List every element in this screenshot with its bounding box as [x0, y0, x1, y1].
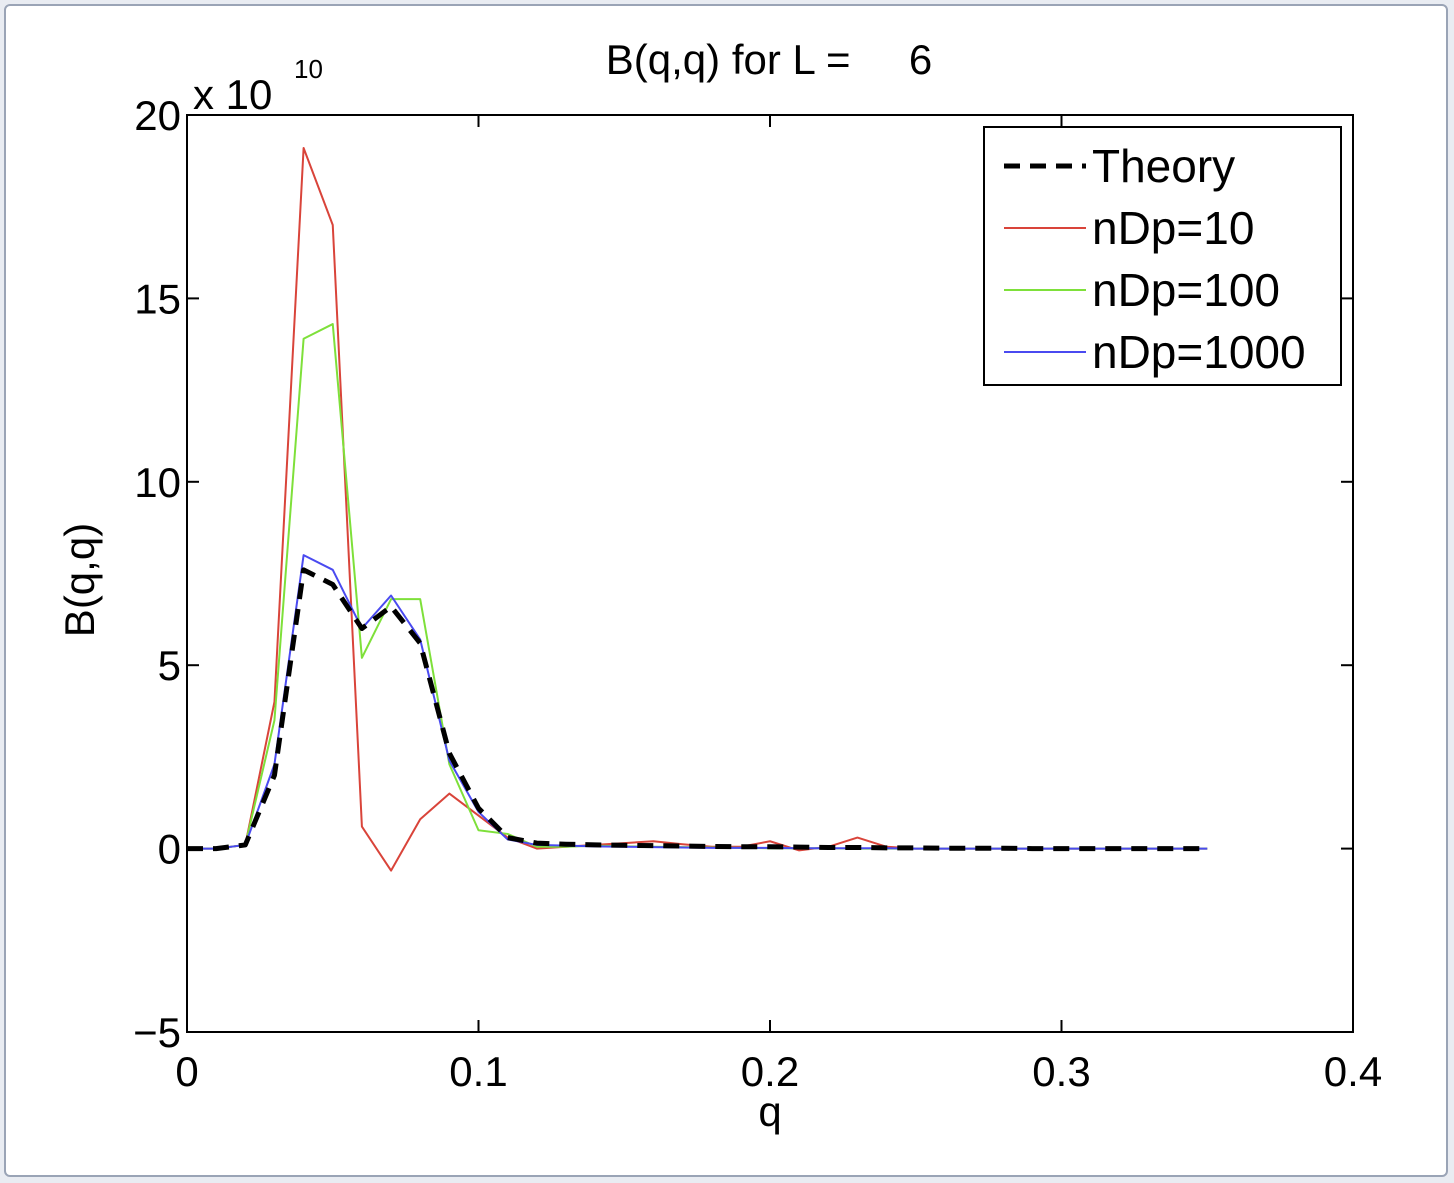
legend: Theory nDp=10 nDp=100 nDp=1000	[983, 126, 1342, 386]
x-tick-label: 0.4	[1324, 1048, 1382, 1095]
y-tick-label: 10	[134, 459, 181, 506]
legend-label: Theory	[1092, 140, 1235, 192]
series-lines	[187, 147, 1208, 872]
x-tick-label: 0	[175, 1048, 198, 1095]
series-line-theory	[187, 567, 1208, 852]
y-tick-label: −5	[133, 1009, 181, 1056]
x-tick-label: 0.3	[1032, 1048, 1090, 1095]
x-tick-label: 0.2	[741, 1048, 799, 1095]
y-tick-label: 15	[134, 275, 181, 322]
x-tick-label: 0.1	[449, 1048, 507, 1095]
legend-label: nDp=1000	[1092, 326, 1306, 378]
legend-box	[983, 126, 1342, 386]
y-tick-label: 5	[158, 642, 181, 689]
legend-label: nDp=100	[1092, 264, 1280, 316]
figure-frame: B(q,q) for L = 6 0 0.1 0.2 0.3 0.4 −5 0 5 10 15 20…	[4, 4, 1448, 1177]
y-multiplier-exponent: 10	[294, 54, 323, 84]
legend-label: nDp=10	[1092, 202, 1254, 254]
chart-title: B(q,q) for L = 6	[606, 36, 932, 83]
y-tick-label: 0	[158, 826, 181, 873]
y-axis-label: B(q,q)	[56, 523, 103, 637]
line-chart: B(q,q) for L = 6 0 0.1 0.2 0.3 0.4−505101520…	[56, 36, 1382, 1135]
y-multiplier-base: x 10	[193, 71, 272, 118]
y-tick-label: 20	[134, 92, 181, 139]
x-axis-label: q	[758, 1088, 781, 1135]
